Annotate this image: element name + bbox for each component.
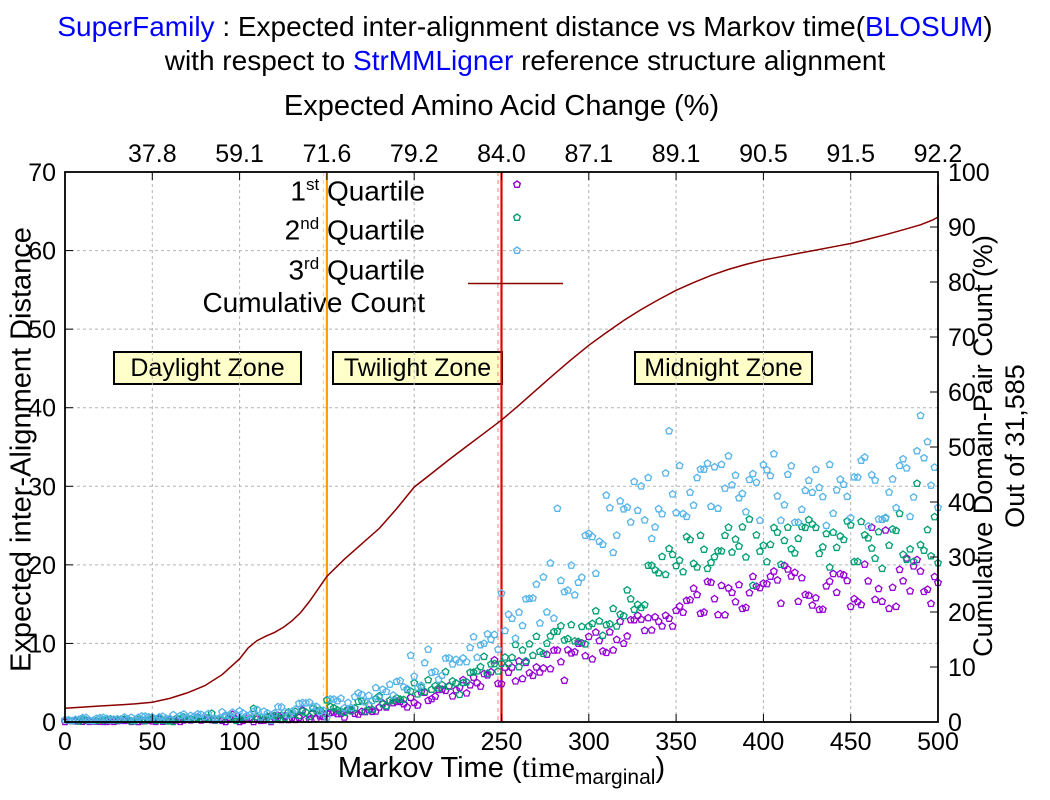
y-tick-label: 0	[42, 709, 56, 737]
y2-tick-label: 0	[948, 709, 962, 737]
title-close-paren: )	[983, 11, 993, 42]
x2-tick-label: 84.0	[477, 140, 526, 168]
legend-item-q2: 2nd Quartile	[284, 214, 425, 246]
chart-title-line2: with respect to StrMMLigner reference st…	[0, 44, 1050, 78]
x2-tick-label: 71.6	[303, 140, 352, 168]
y2-tick-label: 90	[948, 214, 976, 242]
y2-tick-label: 20	[948, 599, 976, 627]
x-tick-label: 200	[393, 728, 435, 756]
title-line2-suffix: reference structure alignment	[513, 45, 886, 76]
title-line2-prefix: with respect to	[164, 45, 354, 76]
daylight-zone-label: Daylight Zone	[113, 351, 302, 385]
y-tick-label: 30	[28, 473, 56, 501]
x2-tick-label: 91.5	[826, 140, 875, 168]
y-tick-label: 60	[28, 238, 56, 266]
tick-labels: 0 50 100 150 200 250 300 350 400 450 5000102030405…	[28, 140, 990, 756]
y-tick-label: 20	[28, 552, 56, 580]
cumulative-count-line	[64, 185, 939, 710]
x-tick-label: 400	[743, 728, 785, 756]
y2-tick-label: 30	[948, 544, 976, 572]
x2-tick-label: 92.2	[914, 140, 963, 168]
x2-tick-label: 37.8	[128, 140, 177, 168]
y2-tick-label: 60	[948, 379, 976, 407]
x-label-suffix: )	[655, 752, 666, 784]
x2-tick-label: 89.1	[652, 140, 701, 168]
y2-tick-label: 10	[948, 654, 976, 682]
y2-tick-label: 70	[948, 324, 976, 352]
x-tick-label: 50	[138, 728, 166, 756]
y2-tick-label: 100	[948, 159, 990, 187]
x2-tick-label: 87.1	[564, 140, 613, 168]
twilight-zone-label: Twilight Zone	[332, 351, 503, 385]
y-tick-label: 10	[28, 630, 56, 658]
title-superfamily: SuperFamily	[57, 11, 215, 42]
x2-tick-label: 59.1	[215, 140, 264, 168]
midnight-zone-label: Midnight Zone	[634, 351, 813, 385]
chart-title-line1: SuperFamily : Expected inter-alignment d…	[0, 10, 1050, 44]
plot-border-and-ticks	[64, 171, 939, 723]
x-tick-label: 150	[306, 728, 348, 756]
y2-tick-label: 50	[948, 434, 976, 462]
title-strmmligner: StrMMLigner	[353, 45, 514, 76]
x-tick-label: 100	[219, 728, 261, 756]
y-tick-label: 50	[28, 316, 56, 344]
x2-tick-label: 90.5	[739, 140, 788, 168]
x-tick-label: 450	[830, 728, 872, 756]
y-tick-label: 70	[28, 159, 56, 187]
gridlines	[65, 172, 938, 722]
title-main-text: : Expected inter-alignment distance vs M…	[214, 11, 866, 42]
x-tick-label: 300	[568, 728, 610, 756]
y-tick-label: 40	[28, 395, 56, 423]
x-tick-label: 500	[917, 728, 959, 756]
bottom-axis-title: Markov Time (timemarginal)	[65, 751, 938, 790]
chart-title: SuperFamily : Expected inter-alignment d…	[0, 10, 1050, 78]
x-tick-label: 0	[58, 728, 72, 756]
legend: 1st Quartile 2nd Quartile 3rd Quartile C…	[65, 168, 425, 319]
x-label-subscript: marginal	[574, 765, 656, 789]
top-axis-title: Expected Amino Acid Change (%)	[283, 90, 720, 122]
x-tick-label: 250	[481, 728, 523, 756]
y2-tick-label: 80	[948, 269, 976, 297]
zone-boundary-line	[497, 172, 503, 722]
x-tick-label: 350	[655, 728, 697, 756]
title-blosum: BLOSUM	[865, 11, 984, 42]
y2-tick-label: 40	[948, 489, 976, 517]
legend-item-q3: 3rd Quartile	[288, 253, 425, 285]
legend-markers	[468, 180, 563, 285]
x-label-time: time	[521, 751, 575, 784]
legend-item-q1: 1st Quartile	[290, 175, 425, 207]
x2-tick-label: 79.2	[390, 140, 439, 168]
x-label-prefix: Markov Time (	[337, 752, 522, 784]
zone-boundary-line	[322, 172, 328, 722]
